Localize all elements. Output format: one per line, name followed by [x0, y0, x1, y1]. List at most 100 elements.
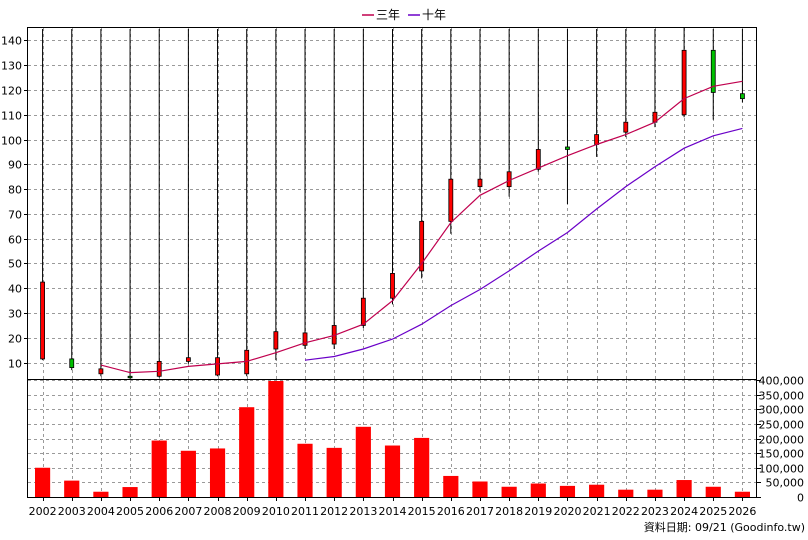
price-tick-label: 20 — [8, 333, 22, 346]
volume-bar — [501, 486, 517, 497]
volume-bar — [64, 480, 80, 497]
x-tick-label: 2002 — [29, 505, 57, 518]
volume-bar — [618, 489, 634, 497]
price-tick-label: 60 — [8, 234, 22, 247]
x-tick-label: 2024 — [670, 505, 698, 518]
candle-body — [390, 273, 395, 299]
price-tick-label: 100 — [1, 135, 22, 148]
volume-tick-label: 200,000 — [759, 434, 805, 447]
volume-tick-label: 250,000 — [759, 419, 805, 432]
price-tick-label: 50 — [8, 258, 22, 271]
candle-body — [419, 220, 425, 272]
volume-tick-label: 0 — [797, 492, 804, 505]
candle-body — [477, 178, 483, 188]
volume-tick-label: 50,000 — [766, 477, 805, 490]
candle-body — [506, 171, 512, 188]
candle-body — [448, 178, 454, 222]
x-tick-label: 2018 — [495, 505, 523, 518]
candle-body — [623, 121, 629, 133]
volume-bar — [297, 443, 313, 497]
volume-bar — [734, 491, 751, 497]
candle-body — [681, 49, 687, 116]
candle-body — [710, 49, 716, 93]
x-tick-label: 2016 — [437, 505, 465, 518]
x-tick-label: 2025 — [699, 505, 727, 518]
price-axis-ticks: 10 20 30 40 50 60 70 80 90 100 110 120 130 140 — [1, 35, 28, 371]
volume-bar — [34, 467, 51, 497]
price-tick-label: 140 — [1, 35, 22, 48]
volume-bar — [355, 426, 371, 497]
candle-body — [565, 146, 570, 150]
candle-body — [185, 357, 191, 362]
price-tick-label: 30 — [8, 308, 22, 321]
x-tick-label: 2022 — [612, 505, 640, 518]
candle-body — [156, 361, 162, 377]
volume-tick-label: 100,000 — [759, 463, 805, 476]
volume-bar — [122, 487, 138, 497]
x-tick-label: 2009 — [233, 505, 261, 518]
candle-body — [98, 368, 104, 375]
x-tick-label: 2008 — [204, 505, 232, 518]
volume-bar — [384, 445, 401, 497]
volume-bar — [268, 381, 284, 497]
data-date-footer: 資料日期: 09/21 (Goodinfo.tw) — [644, 520, 805, 534]
candle-body — [535, 149, 541, 170]
price-tick-label: 90 — [8, 159, 22, 172]
ma-10y-line — [304, 127, 743, 361]
candle-body — [740, 93, 745, 100]
price-tick-label: 70 — [8, 209, 22, 222]
volume-bars — [34, 381, 751, 497]
volume-bar — [180, 450, 196, 497]
volume-tick-label: 150,000 — [759, 448, 805, 461]
volume-bar — [209, 448, 226, 497]
candle-body — [360, 297, 366, 326]
volume-tick-label: 350,000 — [759, 390, 805, 403]
x-tick-label: 2012 — [320, 505, 348, 518]
legend-label-10y: 十年 — [422, 8, 446, 22]
price-tick-label: 80 — [8, 184, 22, 197]
volume-bar — [239, 407, 255, 497]
volume-bar — [647, 489, 663, 497]
candle-body — [594, 134, 600, 145]
price-tick-label: 10 — [8, 358, 22, 371]
volume-bar — [93, 491, 109, 497]
candlesticks — [40, 28, 745, 379]
candle-body — [302, 332, 308, 346]
price-tick-label: 130 — [1, 60, 22, 73]
volume-tick-label: 400,000 — [759, 375, 805, 388]
moving-average-lines — [100, 80, 743, 374]
volume-bar — [589, 484, 605, 497]
x-tick-label: 2020 — [553, 505, 581, 518]
candle-body — [273, 331, 279, 350]
x-tick-label: 2017 — [466, 505, 494, 518]
volume-bar — [705, 486, 721, 497]
price-tick-label: 40 — [8, 283, 22, 296]
x-tick-label: 2007 — [174, 505, 202, 518]
volume-bar — [414, 437, 430, 497]
price-tick-label: 110 — [1, 110, 22, 123]
volume-bar — [443, 475, 459, 497]
volume-bar — [559, 485, 576, 497]
x-tick-label: 2023 — [641, 505, 669, 518]
x-tick-label: 2010 — [262, 505, 290, 518]
volume-bar — [326, 447, 342, 497]
x-tick-label: 2019 — [524, 505, 552, 518]
volume-bar — [472, 481, 488, 497]
x-tick-label: 2006 — [145, 505, 173, 518]
legend-label-3y: 三年 — [376, 8, 400, 22]
volume-bar — [676, 480, 692, 497]
x-tick-label: 2004 — [87, 505, 115, 518]
price-tick-label: 120 — [1, 85, 22, 98]
ma-3y-line — [100, 80, 743, 374]
x-tick-label: 2026 — [728, 505, 756, 518]
x-axis-ticks: 2002 2003 2004 2005 2006 2007 2008 2009 2010 2011… — [29, 497, 756, 518]
candle-body — [215, 357, 220, 376]
volume-panel-frame — [27, 379, 757, 498]
volume-bar — [530, 483, 546, 497]
candle-body — [40, 281, 45, 360]
legend: 三年 十年 — [362, 8, 446, 22]
x-tick-label: 2003 — [58, 505, 86, 518]
x-tick-label: 2021 — [583, 505, 611, 518]
